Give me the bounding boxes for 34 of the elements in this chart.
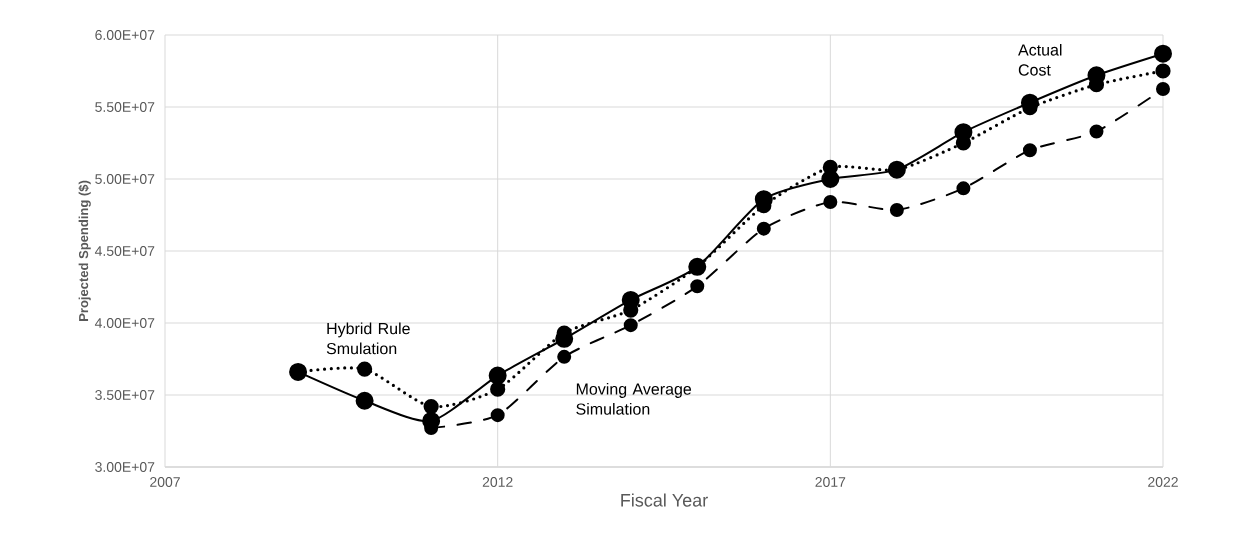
point [1156, 81, 1170, 96]
point [690, 279, 705, 294]
series-label: Actual Cost [1018, 43, 1062, 76]
point [889, 202, 904, 217]
point [1155, 63, 1171, 79]
point [490, 381, 506, 397]
y-tick-label: 4.00E+07 [94, 318, 155, 328]
point [823, 195, 838, 210]
point [423, 398, 439, 415]
x-tick-label: 2022 [1148, 477, 1178, 487]
point [623, 318, 638, 333]
series-label: Moving Average Simulation [576, 383, 692, 415]
series-label: Hybrid Rule Smulation [326, 322, 410, 355]
point [357, 361, 373, 377]
point [1089, 124, 1104, 139]
y-tick-label: 3.00E+07 [95, 462, 155, 472]
x-tick-label: 2007 [150, 477, 180, 487]
y-tick-label: 6.00E+07 [95, 30, 155, 40]
x-tick-label: 2017 [815, 477, 846, 487]
point [1022, 143, 1037, 158]
y-tick-label: 4.50E+07 [94, 246, 155, 256]
y-tick-label: 5.00E+07 [95, 174, 155, 184]
point [756, 221, 771, 236]
point [490, 408, 505, 423]
point [557, 349, 572, 364]
y-tick-label: 3.50E+07 [95, 390, 155, 400]
x-tick-label: 2012 [482, 477, 513, 487]
x-axis-title: Fiscal Year [621, 493, 708, 507]
point [355, 391, 374, 410]
point [488, 366, 507, 385]
point [956, 181, 971, 196]
point [1154, 44, 1172, 63]
y-axis-title: Projected Spending ($) [78, 180, 91, 321]
y-tick-label: 5.50E+07 [95, 102, 155, 112]
